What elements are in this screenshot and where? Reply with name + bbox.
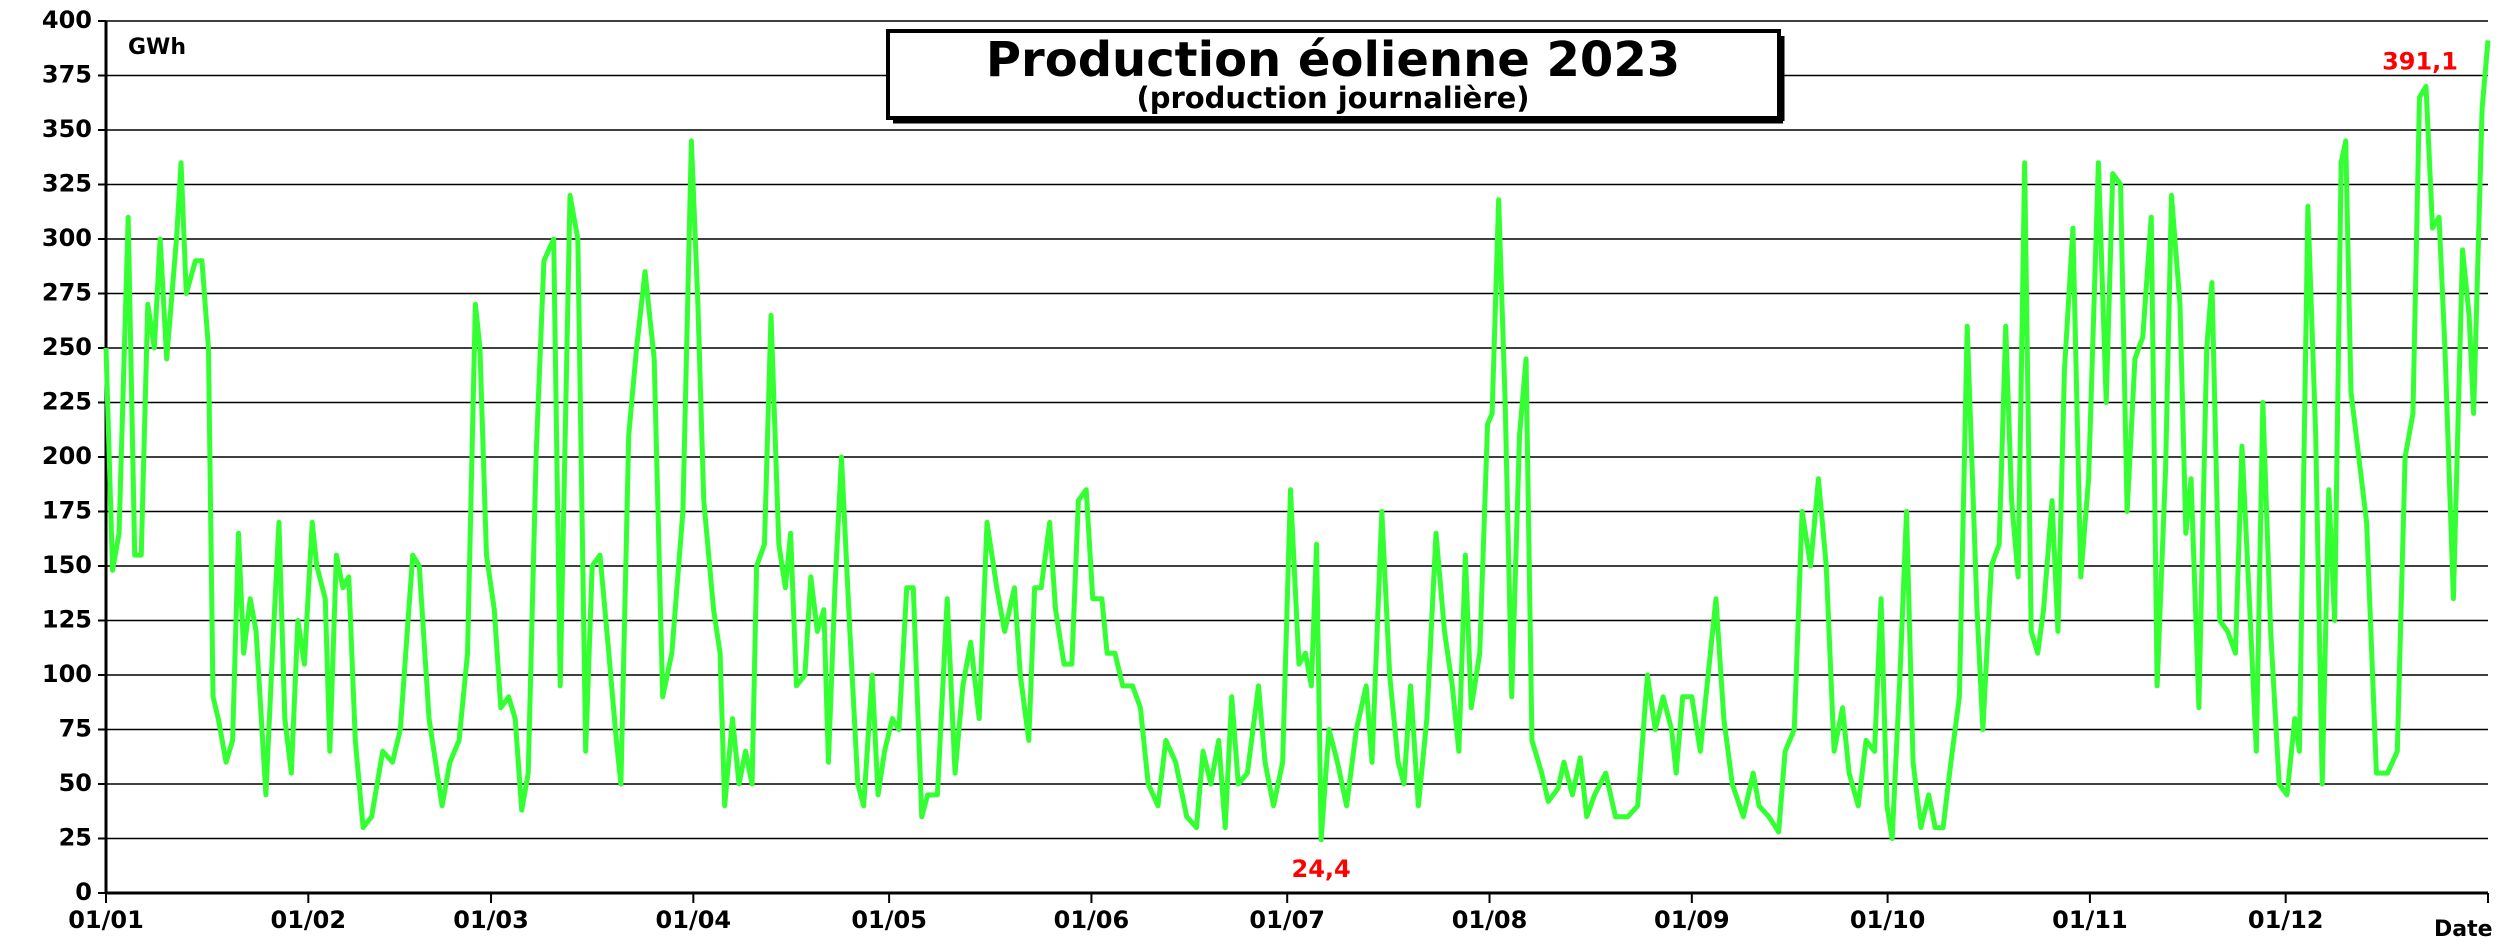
x-tick-label: 01/05	[851, 906, 927, 934]
y-tick-label: 25	[59, 824, 92, 852]
y-tick-label: 0	[75, 878, 92, 906]
y-tick-label: 200	[42, 442, 92, 470]
data-line	[103, 40, 2491, 843]
y-tick-label: 175	[42, 497, 92, 525]
y-tick-label: 275	[42, 279, 92, 307]
y-tick-label: 75	[59, 715, 92, 743]
y-tick-label: 325	[42, 170, 92, 198]
y-tick-label: 400	[42, 6, 92, 34]
x-tick-label: 01/07	[1249, 906, 1325, 934]
x-tick-label: 01/11	[2052, 906, 2128, 934]
x-tick-label: 01/09	[1654, 906, 1730, 934]
labels: 0 25 50 75 100 125 150 175 200 225 250 275 300 325 350…	[42, 6, 2458, 934]
y-tick-label: 150	[42, 551, 92, 579]
x-tick-label: 01/04	[656, 906, 732, 934]
y-tick-label: 350	[42, 115, 92, 143]
data-label: 24,4	[1292, 855, 1351, 883]
x-tick-label: 01/02	[271, 906, 347, 934]
y-tick-label: 300	[42, 224, 92, 252]
data-label: 391,1	[2382, 47, 2458, 75]
chart-subtitle: (production journalière)	[1136, 81, 1529, 115]
y-tick-label: 375	[42, 61, 92, 89]
x-tick-label: 01/12	[2248, 906, 2324, 934]
y-tick-label: 225	[42, 388, 92, 416]
x-tick-label: 01/01	[68, 906, 144, 934]
x-tick-label: 01/08	[1452, 906, 1528, 934]
x-tick-label: 01/06	[1054, 906, 1130, 934]
chart-title: Production éolienne 2023	[986, 32, 1680, 88]
y-tick-label: 50	[59, 769, 92, 797]
y-tick-label: 125	[42, 606, 92, 634]
y-tick-label: 100	[42, 660, 92, 688]
x-tick-label: 01/10	[1850, 906, 1926, 934]
x-axis-label: Date	[2434, 917, 2493, 942]
title-box	[886, 29, 1781, 120]
plot	[103, 40, 2491, 843]
x-tick-label: 01/03	[453, 906, 529, 934]
y-tick-label: 250	[42, 333, 92, 361]
y-axis-label: GWh	[128, 35, 186, 60]
